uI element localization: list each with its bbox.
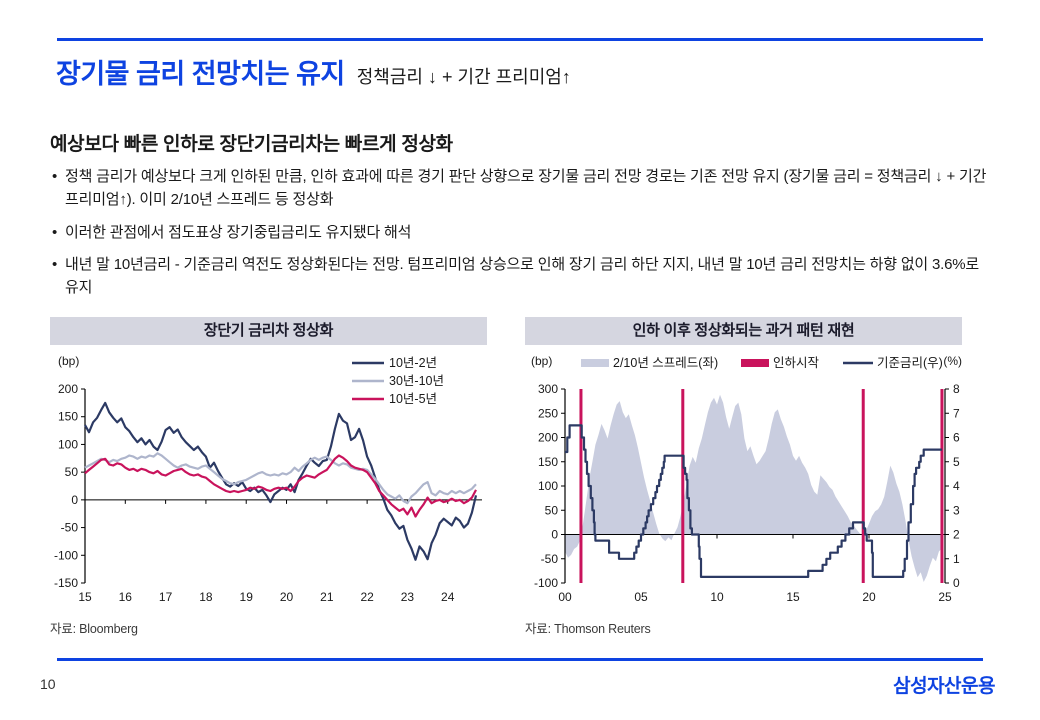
page-title: 장기물 금리 전망치는 유지 bbox=[56, 59, 345, 89]
y-axis-tick-label: -100 bbox=[534, 576, 558, 590]
y-axis-right-tick-label: 3 bbox=[953, 503, 960, 517]
x-axis-tick-label: 23 bbox=[401, 590, 415, 604]
x-axis-tick-label: 10 bbox=[710, 590, 724, 604]
y-axis-right-tick-label: 2 bbox=[953, 528, 960, 542]
bullet-item: 정책 금리가 예상보다 크게 인하된 만큼, 인하 효과에 따른 경기 판단 상… bbox=[50, 165, 995, 212]
unit-left-label: (bp) bbox=[531, 354, 552, 368]
chart-left-source: 자료: Bloomberg bbox=[50, 622, 138, 636]
bullet-item: 이러한 관점에서 점도표상 장기중립금리도 유지됐다 해석 bbox=[50, 221, 995, 245]
line-series bbox=[84, 452, 477, 505]
legend-label: 10년-5년 bbox=[389, 392, 437, 406]
company-logo: 삼성자산운용 bbox=[893, 676, 995, 697]
y-axis-right-tick-label: 8 bbox=[953, 382, 960, 396]
x-axis-tick-label: 17 bbox=[159, 590, 173, 604]
chart-past-pattern: 인하 이후 정상화되는 과거 패턴 재현 300 250 200 150 100 50 0-… bbox=[525, 317, 962, 637]
legend-swatch bbox=[581, 359, 609, 367]
x-axis-tick-label: 20 bbox=[862, 590, 876, 604]
chart-right-title: 인하 이후 정상화되는 과거 패턴 재현 bbox=[525, 317, 962, 345]
unit-right-label: (%) bbox=[943, 354, 962, 368]
y-axis-tick-label: 200 bbox=[58, 382, 78, 396]
page-number: 10 bbox=[40, 676, 56, 692]
y-axis-tick-label: 250 bbox=[538, 406, 558, 420]
x-axis-tick-label: 22 bbox=[360, 590, 374, 604]
page-subtitle: 정책금리 ↓ + 기간 프리미엄↑ bbox=[356, 67, 571, 87]
y-axis-tick-label: 300 bbox=[538, 382, 558, 396]
y-axis-right-tick-label: 6 bbox=[953, 431, 960, 445]
y-axis-tick-label: -50 bbox=[541, 552, 559, 566]
y-axis-right-tick-label: 0 bbox=[953, 576, 960, 590]
x-axis-tick-label: 05 bbox=[634, 590, 648, 604]
y-axis-right-tick-label: 7 bbox=[953, 406, 960, 420]
chart-spread-normalization: 장단기 금리차 정상화 200 150 100 50 0 -50 -100 -150 15 16 1… bbox=[50, 317, 487, 637]
x-axis-tick-label: 21 bbox=[320, 590, 334, 604]
y-axis-tick-label: -50 bbox=[61, 521, 79, 535]
y-axis-tick-label: 50 bbox=[65, 465, 79, 479]
top-rule bbox=[57, 38, 983, 41]
y-axis-tick-label: 200 bbox=[538, 431, 558, 445]
legend-label: 10년-2년 bbox=[389, 356, 437, 370]
y-axis-tick-label: 150 bbox=[58, 410, 78, 424]
x-axis-tick-label: 00 bbox=[558, 590, 572, 604]
x-axis-tick-label: 19 bbox=[240, 590, 254, 604]
y-axis-right-tick-label: 4 bbox=[953, 479, 960, 493]
y-axis-tick-label: 100 bbox=[58, 437, 78, 451]
x-axis-tick-label: 16 bbox=[119, 590, 133, 604]
x-axis-tick-label: 18 bbox=[199, 590, 213, 604]
x-axis-tick-label: 15 bbox=[78, 590, 92, 604]
legend-label: 기준금리(우) bbox=[877, 356, 943, 370]
legend-swatch bbox=[741, 359, 769, 367]
chart-right-source: 자료: Thomson Reuters bbox=[525, 622, 651, 636]
x-axis-tick-label: 24 bbox=[441, 590, 455, 604]
x-axis-tick-label: 25 bbox=[938, 590, 952, 604]
y-axis-tick-label: 0 bbox=[71, 493, 78, 507]
chart-left-title: 장단기 금리차 정상화 bbox=[50, 317, 487, 345]
bottom-rule bbox=[57, 658, 983, 661]
y-axis-tick-label: 150 bbox=[538, 455, 558, 469]
line-series bbox=[565, 424, 942, 578]
bullet-item: 내년 말 10년금리 - 기준금리 역전도 정상화된다는 전망. 텀프리미엄 상… bbox=[50, 253, 995, 300]
line-series bbox=[84, 454, 477, 518]
section-heading: 예상보다 빠른 인하로 장단기금리차는 빠르게 정상화 bbox=[50, 134, 453, 155]
x-axis-tick-label: 15 bbox=[786, 590, 800, 604]
area-series bbox=[565, 394, 942, 582]
y-axis-tick-label: 0 bbox=[551, 528, 558, 542]
y-axis-right-tick-label: 5 bbox=[953, 455, 960, 469]
y-axis-tick-label: 50 bbox=[545, 503, 559, 517]
y-axis-tick-label: -150 bbox=[54, 576, 78, 590]
x-axis-tick-label: 20 bbox=[280, 590, 294, 604]
unit-left-label: (bp) bbox=[58, 354, 79, 368]
legend-label: 2/10년 스프레드(좌) bbox=[613, 356, 718, 370]
y-axis-tick-label: -100 bbox=[54, 548, 78, 562]
legend-label: 30년-10년 bbox=[389, 374, 444, 388]
bullet-list: 정책 금리가 예상보다 크게 인하된 만큼, 인하 효과에 따른 경기 판단 상… bbox=[50, 165, 995, 308]
line-series bbox=[84, 401, 478, 561]
y-axis-tick-label: 100 bbox=[538, 479, 558, 493]
legend-label: 인하시작 bbox=[773, 356, 820, 370]
y-axis-right-tick-label: 1 bbox=[953, 552, 960, 566]
title-row: 장기물 금리 전망치는 유지 정책금리 ↓ + 기간 프리미엄↑ bbox=[56, 52, 571, 91]
